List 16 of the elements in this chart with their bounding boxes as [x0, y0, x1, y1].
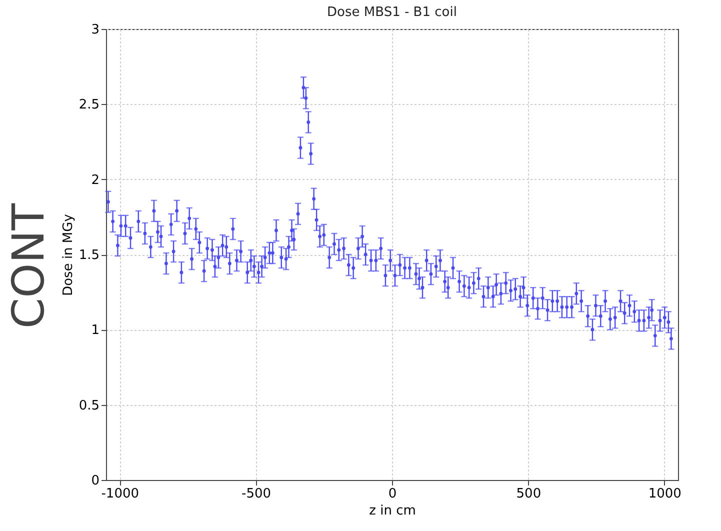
y-tick-label: 2.5 — [78, 98, 100, 113]
x-tick-label: -500 — [242, 486, 272, 502]
y-tick-label: 0.5 — [78, 398, 100, 414]
y-axis-title: Dose in MGy — [60, 214, 76, 296]
chart-title: Dose MBS1 - B1 coil — [327, 5, 458, 20]
y-tick-label: 0 — [91, 474, 100, 488]
x-axis-title: z in cm — [369, 504, 416, 518]
y-tick-label: 1.5 — [78, 248, 100, 263]
x-tick-label: 500 — [516, 486, 542, 502]
x-tick-label: -1000 — [101, 486, 140, 502]
x-tick-label: 0 — [388, 486, 397, 502]
text: CONT — [3, 202, 54, 328]
y-tick-label: 1 — [91, 323, 100, 338]
y-tick-label: 3 — [91, 22, 100, 38]
x-tick-label: 1000 — [648, 486, 682, 502]
y-tick-label: 2 — [91, 172, 100, 188]
